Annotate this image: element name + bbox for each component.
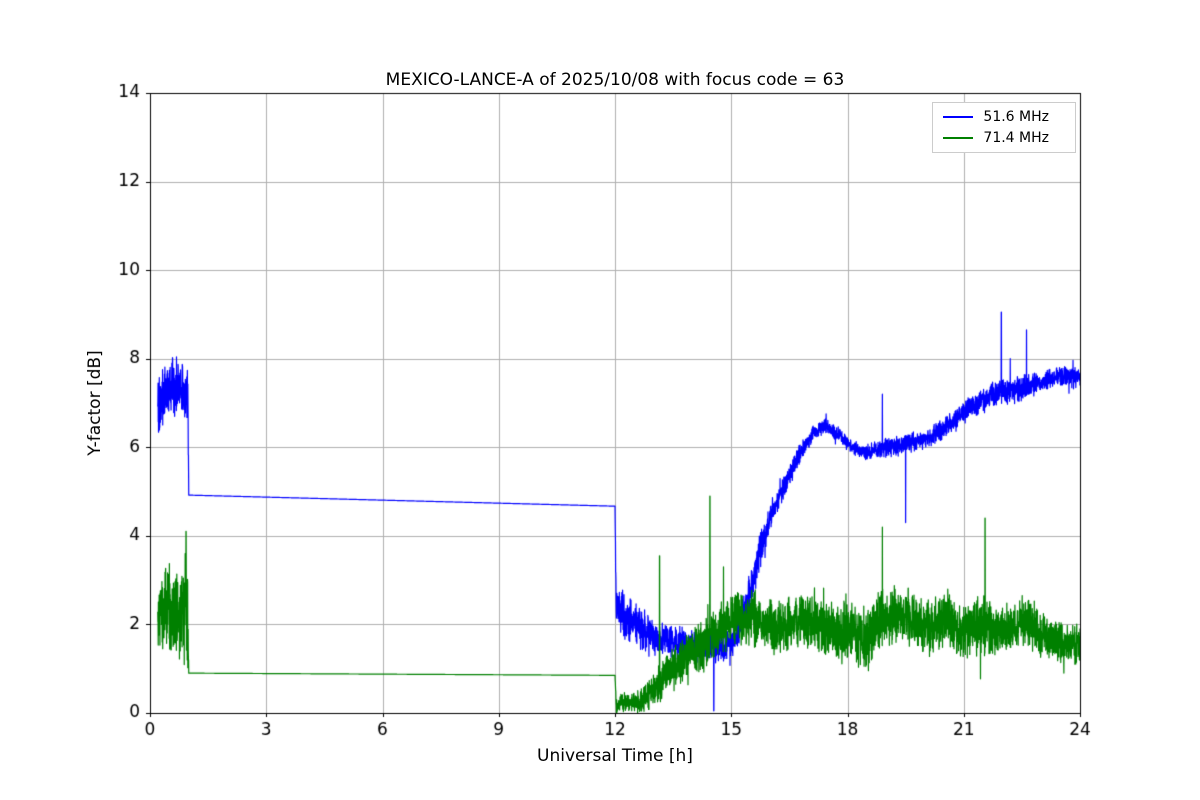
y-axis-label: Y-factor [dB]: [85, 350, 105, 456]
chart-title: MEXICO-LANCE-A of 2025/10/08 with focus …: [385, 70, 845, 90]
x-axis-label: Universal Time [h]: [537, 746, 693, 766]
legend-line-swatch: [943, 137, 974, 139]
legend: 51.6 MHz 71.4 MHz: [932, 102, 1076, 153]
legend-item: 71.4 MHz: [943, 131, 1063, 145]
legend-line-swatch: [943, 116, 974, 118]
legend-item: 51.6 MHz: [943, 110, 1063, 124]
legend-label: 51.6 MHz: [983, 109, 1049, 125]
legend-label: 71.4 MHz: [983, 130, 1049, 146]
